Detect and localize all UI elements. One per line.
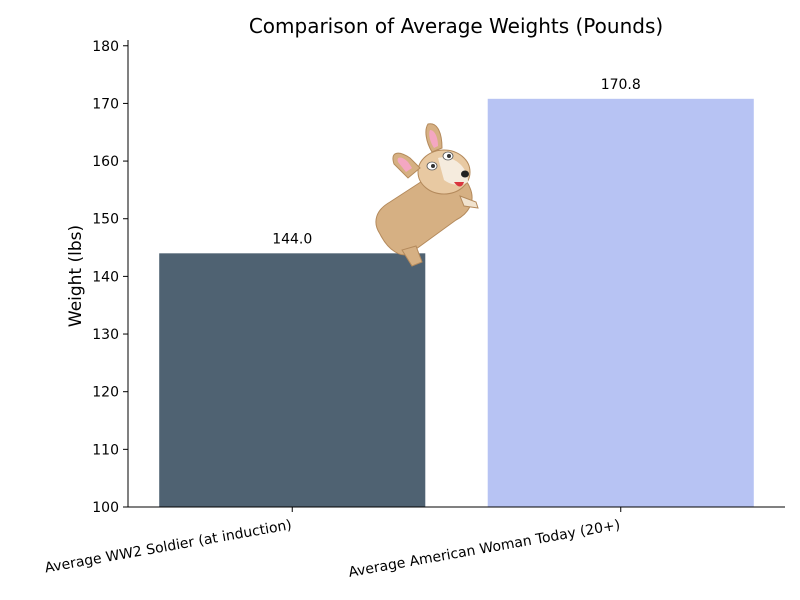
x-category-label: Average American Woman Today (20+) xyxy=(347,517,621,581)
y-tick-label: 150 xyxy=(92,212,119,228)
bar-value-label: 170.8 xyxy=(601,77,641,93)
y-tick-label: 110 xyxy=(92,442,119,458)
y-tick-label: 120 xyxy=(92,385,119,401)
y-tick-label: 170 xyxy=(92,96,119,112)
y-axis-title: Weight (lbs) xyxy=(66,225,86,327)
x-category-label: Average WW2 Soldier (at induction) xyxy=(44,517,293,576)
y-tick-label: 130 xyxy=(92,327,119,343)
y-tick-label: 180 xyxy=(92,39,119,55)
y-tick-label: 140 xyxy=(92,269,119,285)
x-ticks-group: Average WW2 Soldier (at induction) Averag… xyxy=(44,507,621,581)
corgi-illustration xyxy=(375,123,479,267)
bar-value-label: 144.0 xyxy=(272,231,312,247)
chart-title: Comparison of Average Weights (Pounds) xyxy=(249,14,663,38)
y-tick-label: 160 xyxy=(92,154,119,170)
bar xyxy=(487,98,754,508)
y-tick-label: 100 xyxy=(92,500,119,516)
bar xyxy=(159,253,426,507)
y-ticks-group: 100 110 120 130 140 150 160 170 180 xyxy=(92,39,128,516)
bars-group xyxy=(159,98,754,508)
data-labels-group: 144.0 170.8 xyxy=(272,77,641,248)
